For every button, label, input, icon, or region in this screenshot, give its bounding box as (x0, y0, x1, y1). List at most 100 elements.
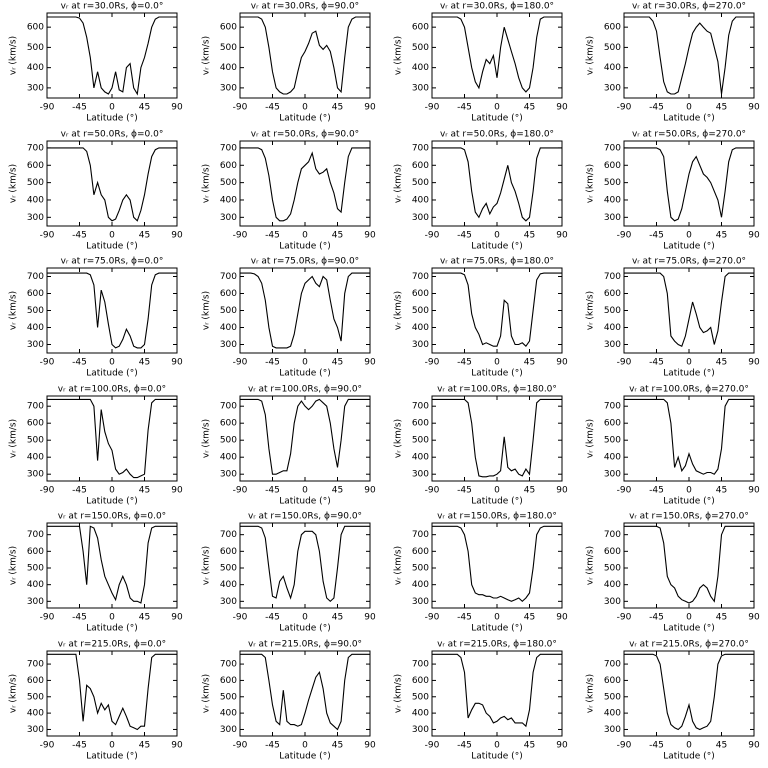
x-tick-label: 45 (332, 231, 343, 241)
y-tick-label: 300 (604, 725, 621, 735)
panel-title: vᵣ at r=30.0Rs, ϕ=0.0° (61, 2, 164, 12)
x-axis-label: Latitude (°) (86, 752, 137, 762)
y-tick-label: 300 (220, 340, 237, 350)
y-tick-label: 400 (220, 580, 237, 590)
panel-title: vᵣ at r=50.0Rs, ϕ=180.0° (440, 130, 554, 140)
x-tick-label: -45 (72, 103, 87, 113)
plot-frame (431, 12, 563, 99)
x-tick-label: 45 (139, 358, 150, 368)
y-axis-label: vᵣ (km/s) (586, 291, 596, 330)
y-tick-label: 700 (27, 272, 44, 282)
y-tick-label: 400 (27, 323, 44, 333)
y-tick-label: 600 (604, 289, 621, 299)
y-tick-label: 500 (412, 43, 429, 53)
x-tick-label: -90 (40, 486, 55, 496)
y-tick-label: 700 (412, 530, 429, 540)
y-tick-label: 600 (412, 289, 429, 299)
x-axis-label: Latitude (°) (279, 624, 330, 634)
x-tick-label: -45 (457, 613, 472, 623)
y-tick-label: 600 (220, 547, 237, 557)
y-tick-label: 400 (412, 63, 429, 73)
panel-title: vᵣ at r=30.0Rs, ϕ=90.0° (251, 2, 359, 12)
x-tick-label: -90 (425, 613, 440, 623)
x-tick-label: -45 (265, 486, 280, 496)
y-axis-label: vᵣ (km/s) (586, 546, 596, 585)
y-tick-label: 700 (27, 402, 44, 412)
y-tick-label: 600 (27, 23, 44, 33)
plot-frame (46, 395, 178, 482)
x-tick-label: 90 (556, 103, 568, 113)
y-tick-label: 500 (604, 564, 621, 574)
x-tick-label: 0 (494, 741, 500, 751)
x-tick-label: -90 (40, 103, 55, 113)
x-tick-label: 45 (332, 613, 343, 623)
x-tick-label: -45 (72, 741, 87, 751)
curve (624, 653, 754, 731)
plot-frame (623, 522, 755, 609)
x-tick-label: -45 (265, 358, 280, 368)
x-tick-label: 0 (302, 741, 308, 751)
curve (432, 653, 562, 728)
y-tick-label: 400 (412, 580, 429, 590)
x-tick-label: 90 (556, 613, 568, 623)
y-tick-label: 500 (27, 178, 44, 188)
y-tick-label: 600 (604, 676, 621, 686)
x-tick-label: 90 (748, 358, 760, 368)
y-axis-label: vᵣ (km/s) (394, 164, 404, 203)
y-tick-label: 600 (604, 547, 621, 557)
x-tick-label: 90 (364, 486, 376, 496)
y-tick-label: 300 (27, 597, 44, 607)
x-tick-label: 0 (109, 613, 115, 623)
y-tick-label: 300 (412, 470, 429, 480)
x-tick-label: -45 (265, 231, 280, 241)
y-tick-label: 600 (412, 23, 429, 33)
x-tick-label: -45 (457, 231, 472, 241)
y-tick-label: 400 (220, 195, 237, 205)
x-axis-label: Latitude (°) (86, 497, 137, 507)
x-tick-label: 90 (748, 613, 760, 623)
x-axis-label: Latitude (°) (663, 752, 714, 762)
y-tick-label: 300 (412, 340, 429, 350)
y-tick-label: 300 (220, 213, 237, 223)
y-tick-label: 300 (27, 83, 44, 93)
curve (47, 525, 177, 604)
curve (432, 147, 562, 222)
y-tick-label: 600 (27, 676, 44, 686)
curve (240, 272, 370, 349)
panel-title: vᵣ at r=75.0Rs, ϕ=0.0° (61, 257, 164, 267)
x-tick-label: -45 (72, 486, 87, 496)
x-tick-label: -45 (649, 741, 664, 751)
x-tick-label: 90 (748, 741, 760, 751)
y-tick-label: 500 (412, 564, 429, 574)
panel-title: vᵣ at r=215.0Rs, ϕ=90.0° (248, 640, 362, 650)
x-tick-label: 0 (302, 358, 308, 368)
x-tick-label: 45 (139, 741, 150, 751)
y-tick-label: 700 (27, 530, 44, 540)
y-tick-label: 300 (604, 213, 621, 223)
x-tick-label: 0 (494, 358, 500, 368)
x-axis-label: Latitude (°) (471, 497, 522, 507)
x-axis-label: Latitude (°) (86, 114, 137, 124)
y-tick-label: 500 (27, 43, 44, 53)
plot-frame (239, 267, 371, 354)
plot-frame (623, 267, 755, 354)
x-tick-label: -45 (265, 741, 280, 751)
plot-frame (239, 650, 371, 737)
y-tick-label: 400 (27, 453, 44, 463)
y-tick-label: 300 (604, 597, 621, 607)
x-axis-label: Latitude (°) (663, 242, 714, 252)
x-tick-label: -90 (40, 741, 55, 751)
curve (624, 272, 754, 347)
y-tick-label: 600 (220, 161, 237, 171)
curve (240, 147, 370, 222)
y-axis-label: vᵣ (km/s) (202, 291, 212, 330)
x-tick-label: -45 (457, 486, 472, 496)
plot-frame (623, 650, 755, 737)
panel-title: vᵣ at r=30.0Rs, ϕ=180.0° (440, 2, 554, 12)
x-tick-label: 90 (364, 103, 376, 113)
plot-frame (239, 395, 371, 482)
y-axis-label: vᵣ (km/s) (9, 546, 19, 585)
y-tick-label: 300 (220, 597, 237, 607)
x-tick-label: -45 (649, 231, 664, 241)
